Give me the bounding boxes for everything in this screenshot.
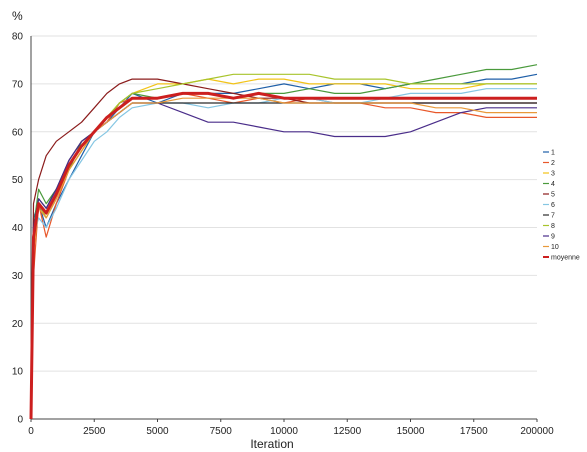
y-tick-label: 10 xyxy=(12,367,24,378)
legend-label-moyenne: moyenne xyxy=(551,255,580,262)
legend-label-10: 10 xyxy=(551,244,559,251)
axes: 0 10 20 30 40 50 60 70 80 0 2500 5000 7500 10000 12500… xyxy=(12,32,554,438)
series-line-6 xyxy=(30,88,537,420)
series-lines xyxy=(29,64,538,420)
y-tick-label: 0 xyxy=(17,415,23,426)
series-line-1 xyxy=(30,73,538,420)
x-tick-label: 10000 xyxy=(270,426,298,437)
x-axis-title: Iteration xyxy=(250,437,293,451)
y-tick-label: 70 xyxy=(12,79,24,90)
gridlines xyxy=(31,35,537,420)
legend-label-3: 3 xyxy=(551,171,555,178)
y-tick-label: 60 xyxy=(12,127,24,138)
x-tick-label: 5000 xyxy=(146,426,169,437)
legend-label-2: 2 xyxy=(551,160,555,167)
series-line-2 xyxy=(30,92,537,420)
y-tick-label: 50 xyxy=(12,175,24,186)
x-tick-label: 0 xyxy=(28,426,34,437)
y-tick-label: 30 xyxy=(12,271,24,282)
legend-label-7: 7 xyxy=(551,213,555,220)
series-line-3 xyxy=(30,78,537,420)
y-tick-label: 40 xyxy=(12,223,24,234)
legend: 1 2 3 4 5 6 7 8 9 10 moyenne xyxy=(543,150,580,262)
x-tick-label: 2500 xyxy=(83,426,106,437)
legend-label-1: 1 xyxy=(551,150,555,157)
series-line-5 xyxy=(30,78,537,420)
series-line-8 xyxy=(30,73,537,420)
legend-label-4: 4 xyxy=(551,181,555,188)
x-tick-label: 200000 xyxy=(520,426,554,437)
x-tick-label: 12500 xyxy=(333,426,361,437)
series-line-10 xyxy=(30,97,537,420)
legend-label-6: 6 xyxy=(551,202,555,209)
x-tick-label: 7500 xyxy=(210,426,233,437)
y-tick-label: 20 xyxy=(12,319,24,330)
y-tick-label: 80 xyxy=(12,32,24,43)
x-tick-label: 15000 xyxy=(397,426,425,437)
series-line-moyenne xyxy=(29,91,537,420)
legend-label-9: 9 xyxy=(551,234,555,241)
legend-label-5: 5 xyxy=(551,192,555,199)
x-tick-label: 17500 xyxy=(460,426,488,437)
y-axis-title: % xyxy=(12,9,23,23)
series-line-9 xyxy=(30,102,537,420)
legend-label-8: 8 xyxy=(551,223,555,230)
